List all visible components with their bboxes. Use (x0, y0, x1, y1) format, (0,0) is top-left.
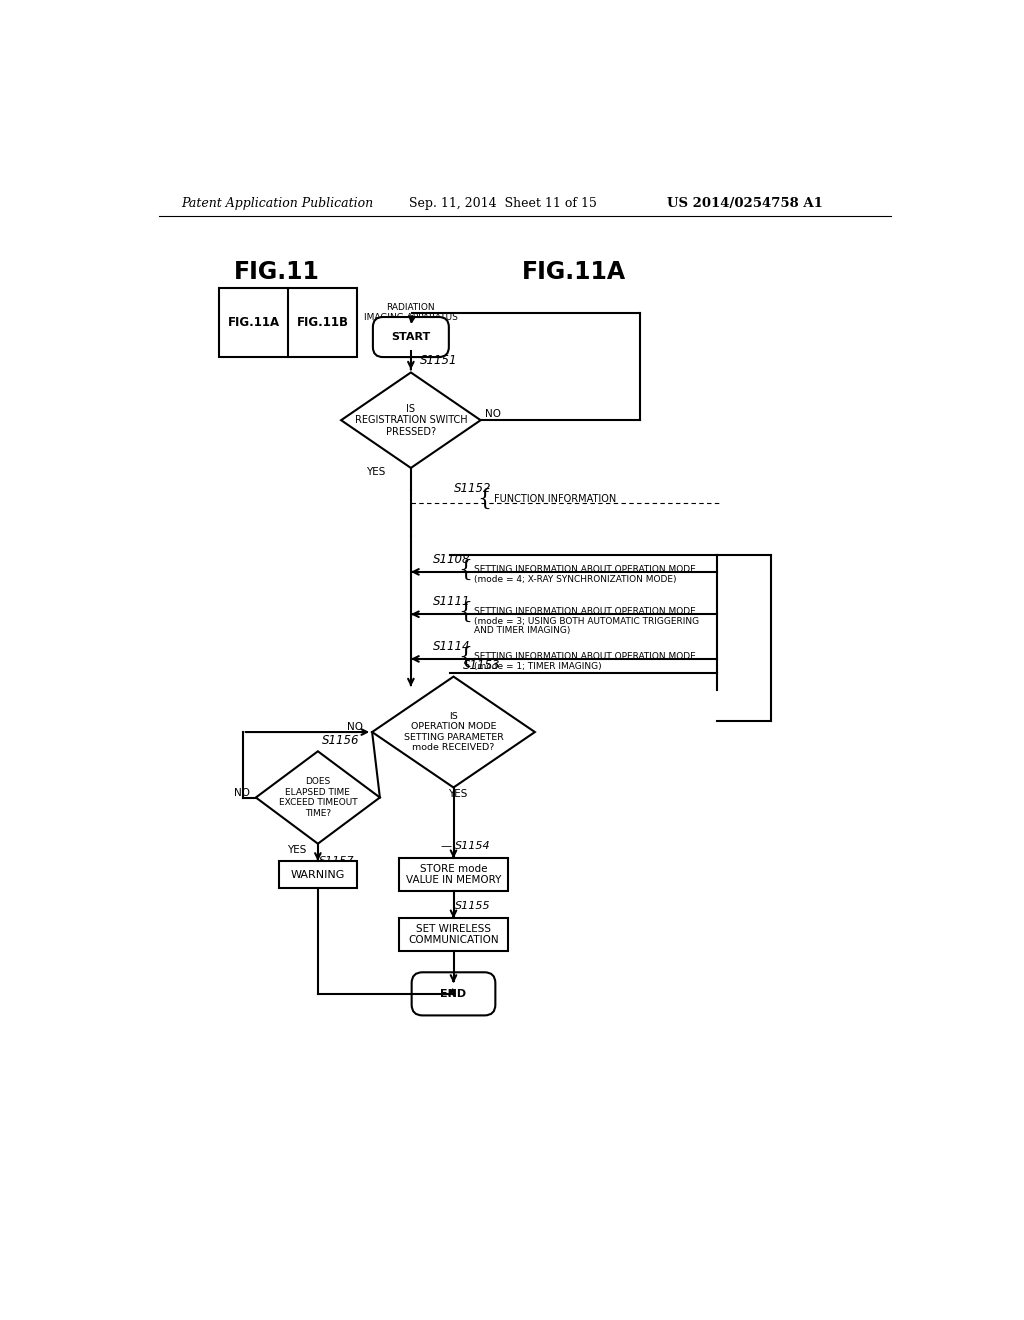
Text: FIG.11: FIG.11 (233, 260, 319, 284)
Text: END: END (440, 989, 467, 999)
Text: S1114: S1114 (432, 640, 470, 653)
Text: WARNING: WARNING (291, 870, 345, 879)
Text: S1157: S1157 (319, 855, 355, 866)
Text: SET WIRELESS
COMMUNICATION: SET WIRELESS COMMUNICATION (409, 924, 499, 945)
Text: {: { (458, 645, 472, 668)
Text: SETTING INFORMATION ABOUT OPERATION MODE: SETTING INFORMATION ABOUT OPERATION MODE (474, 565, 696, 574)
Text: S1155: S1155 (455, 902, 490, 911)
Bar (399, 858, 508, 891)
Text: YES: YES (367, 467, 386, 477)
Text: Patent Application Publication: Patent Application Publication (180, 197, 373, 210)
Text: SETTING INFORMATION ABOUT OPERATION MODE: SETTING INFORMATION ABOUT OPERATION MODE (474, 652, 696, 661)
Bar (219, 288, 357, 358)
Text: YES: YES (447, 788, 467, 799)
Text: S1152: S1152 (454, 482, 490, 495)
Text: (mode = 4; X-RAY SYNCHRONIZATION MODE): (mode = 4; X-RAY SYNCHRONIZATION MODE) (474, 576, 677, 583)
Bar (399, 919, 508, 950)
Text: IS
REGISTRATION SWITCH
PRESSED?: IS REGISTRATION SWITCH PRESSED? (354, 404, 467, 437)
Text: (mode = 3; USING BOTH AUTOMATIC TRIGGERING: (mode = 3; USING BOTH AUTOMATIC TRIGGERI… (474, 618, 699, 627)
Text: {: { (458, 558, 472, 581)
Text: Sep. 11, 2014  Sheet 11 of 15: Sep. 11, 2014 Sheet 11 of 15 (409, 197, 596, 210)
Text: FIG.11A: FIG.11A (521, 260, 626, 284)
Text: {: { (458, 601, 472, 623)
Text: NO: NO (233, 788, 250, 797)
Text: S1153: S1153 (463, 659, 501, 672)
Text: RADIATION
IMAGING APPARATUS: RADIATION IMAGING APPARATUS (364, 302, 458, 322)
Text: S1154: S1154 (455, 841, 490, 851)
Text: AND TIMER IMAGING): AND TIMER IMAGING) (474, 626, 570, 635)
Text: IS
OPERATION MODE
SETTING PARAMETER
mode RECEIVED?: IS OPERATION MODE SETTING PARAMETER mode… (403, 711, 504, 752)
Text: DOES
ELAPSED TIME
EXCEED TIMEOUT
TIME?: DOES ELAPSED TIME EXCEED TIMEOUT TIME? (279, 777, 357, 817)
Text: FIG.11A: FIG.11A (228, 315, 280, 329)
Text: FIG.11B: FIG.11B (297, 315, 349, 329)
Text: (mode = 1; TIMER IMAGING): (mode = 1; TIMER IMAGING) (474, 663, 602, 671)
Text: SETTING INFORMATION ABOUT OPERATION MODE: SETTING INFORMATION ABOUT OPERATION MODE (474, 607, 696, 616)
Bar (280, 861, 356, 888)
Text: NO: NO (484, 409, 501, 418)
Text: NO: NO (347, 722, 364, 733)
Text: S1108: S1108 (432, 553, 470, 566)
Text: S1156: S1156 (322, 734, 359, 747)
Text: {: { (477, 488, 492, 510)
Text: STORE mode
VALUE IN MEMORY: STORE mode VALUE IN MEMORY (406, 863, 501, 886)
Text: US 2014/0254758 A1: US 2014/0254758 A1 (667, 197, 822, 210)
Text: YES: YES (288, 845, 307, 855)
Text: START: START (391, 333, 430, 342)
Text: S1111: S1111 (432, 595, 470, 609)
FancyBboxPatch shape (373, 317, 449, 358)
Text: FUNCTION INFORMATION: FUNCTION INFORMATION (494, 494, 616, 504)
Text: —: — (440, 841, 452, 851)
FancyBboxPatch shape (412, 973, 496, 1015)
Text: S1151: S1151 (420, 354, 458, 367)
